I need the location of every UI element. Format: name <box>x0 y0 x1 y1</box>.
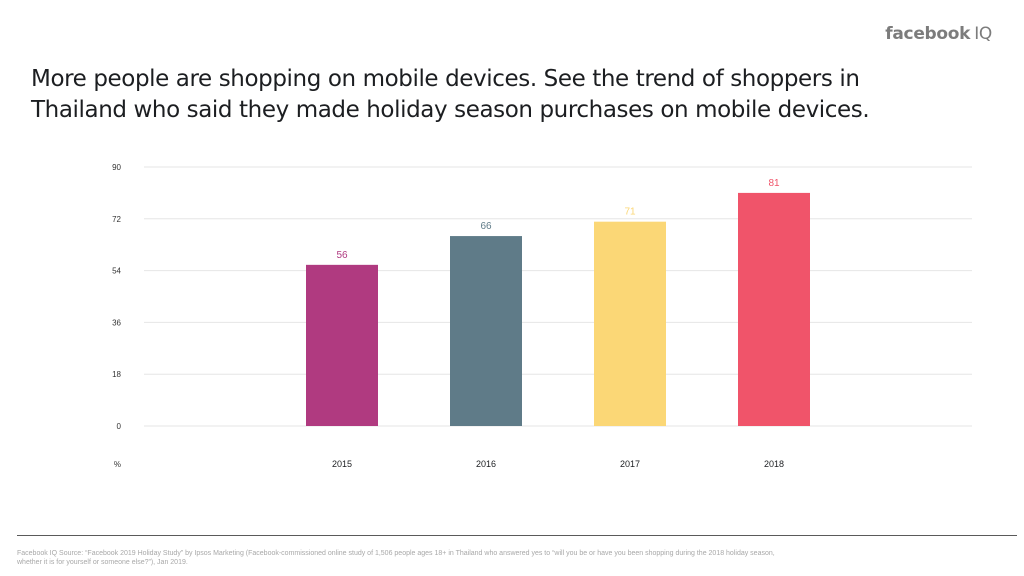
y-tick-label: 72 <box>112 215 121 224</box>
y-axis-ticks: 0 18 36 54 72 90 <box>112 163 121 431</box>
x-axis-ticks: 2015 2016 2017 2018 <box>332 459 784 469</box>
y-tick-label: 90 <box>112 163 121 172</box>
bar-2018 <box>738 192 810 426</box>
data-labels: 56 66 71 81 <box>336 178 780 261</box>
x-tick-label: 2017 <box>620 459 640 469</box>
y-axis-unit: % <box>114 460 121 469</box>
footer-divider <box>17 535 1017 536</box>
x-tick-label: 2015 <box>332 459 352 469</box>
data-label: 66 <box>480 221 492 232</box>
y-tick-label: 18 <box>112 370 121 379</box>
bar-2016 <box>450 236 522 426</box>
page-title: More people are shopping on mobile devic… <box>31 66 870 123</box>
y-tick-label: 0 <box>117 422 122 431</box>
facebook-iq-logo: facebook IQ <box>885 24 992 44</box>
x-tick-label: 2016 <box>476 459 496 469</box>
brand-suffix: IQ <box>974 24 992 44</box>
data-label: 81 <box>768 178 780 189</box>
bar-2017 <box>594 221 666 426</box>
bar-2015 <box>306 264 378 426</box>
data-label: 71 <box>624 207 636 218</box>
data-label: 56 <box>336 250 348 261</box>
brand-name: facebook <box>885 24 971 44</box>
y-tick-label: 36 <box>112 318 121 327</box>
source-footnote: Facebook IQ Source: “Facebook 2019 Holid… <box>17 550 775 566</box>
bar-chart: 0 18 36 54 72 90 56 66 71 81 2015 2016 2017 2018 % <box>112 163 972 469</box>
x-tick-label: 2018 <box>764 459 784 469</box>
bars <box>306 192 810 426</box>
y-tick-label: 54 <box>112 267 121 276</box>
grid-lines <box>144 166 972 427</box>
